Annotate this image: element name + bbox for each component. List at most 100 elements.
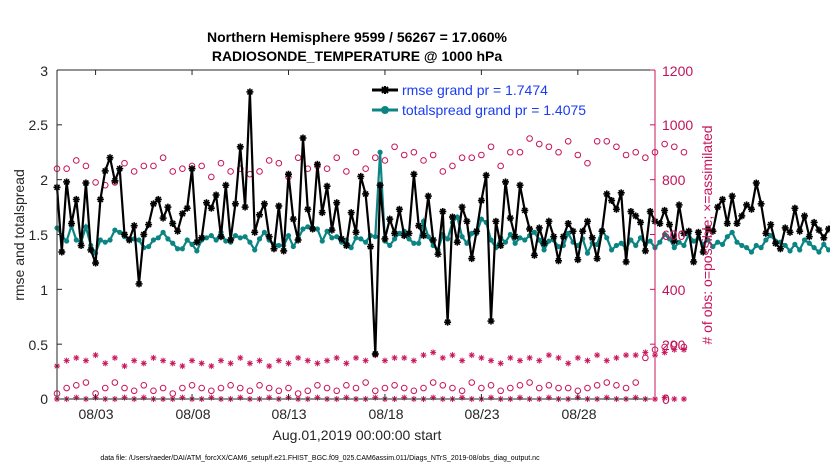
totalspread-point xyxy=(160,229,166,235)
totalspread-point xyxy=(671,245,677,251)
totalspread-point xyxy=(584,250,591,256)
rmse-point xyxy=(145,221,153,229)
rmse-point xyxy=(58,248,66,256)
possible-obs-marker xyxy=(371,387,379,395)
rmse-point xyxy=(183,204,191,212)
totalspread-point xyxy=(531,229,538,235)
possible-obs-marker xyxy=(285,384,292,392)
rmse-point xyxy=(608,197,616,204)
totalspread-point xyxy=(502,239,509,245)
assimilated-obs-marker xyxy=(401,354,408,361)
possible-obs-marker xyxy=(420,384,427,392)
rmse-point xyxy=(256,211,263,219)
rmse-point xyxy=(516,181,524,189)
totalspread-point xyxy=(555,243,562,250)
rmse-point xyxy=(150,200,157,208)
assimilated-obs-marker xyxy=(275,357,282,364)
possible-obs-marker xyxy=(179,384,186,392)
rmse-point xyxy=(757,200,765,208)
totalspread-point xyxy=(604,235,610,241)
totalspread-point xyxy=(459,234,465,240)
rmse-point xyxy=(439,208,447,215)
possible-obs-marker xyxy=(507,148,514,156)
y-left-tick-label: 2.5 xyxy=(29,117,49,133)
y-right-tick-label: 200 xyxy=(662,337,686,353)
rmse-point xyxy=(468,255,476,263)
rmse-point xyxy=(752,179,760,187)
rmse-point xyxy=(733,220,741,227)
totalspread-point xyxy=(411,240,417,246)
possible-obs-marker xyxy=(294,154,302,162)
totalspread-point xyxy=(797,247,803,253)
x-axis-label: Aug.01,2019 00:00:00 start xyxy=(273,427,442,443)
assimilated-obs-marker xyxy=(73,354,80,361)
totalspread-point xyxy=(232,232,239,239)
totalspread-point xyxy=(758,245,764,251)
rmse-point xyxy=(391,229,399,237)
legend-rmse-marker xyxy=(381,86,389,94)
totalspread-point xyxy=(633,242,639,249)
totalspread-point xyxy=(507,231,513,238)
totalspread-point xyxy=(305,224,311,230)
rmse-point xyxy=(550,233,558,241)
possible-obs-marker xyxy=(304,387,312,395)
rmse-point xyxy=(719,195,726,203)
rmse-point xyxy=(738,212,746,220)
x-tick-label: 08/28 xyxy=(561,406,596,422)
possible-obs-marker xyxy=(391,143,398,151)
assimilated-obs-marker xyxy=(208,363,215,370)
rmse-point xyxy=(193,238,201,246)
totalspread-point xyxy=(396,230,403,237)
assimilated-obs-marker xyxy=(488,357,495,364)
totalspread-point xyxy=(247,239,253,245)
possible-obs-marker xyxy=(487,143,495,151)
assimilated-obs-marker xyxy=(102,360,109,367)
totalspread-point xyxy=(348,245,354,251)
assimilated-obs-marker xyxy=(179,363,186,370)
rmse-point xyxy=(463,217,471,225)
possible-obs-marker xyxy=(236,384,244,392)
totalspread-point xyxy=(189,241,195,247)
rmse-point xyxy=(169,220,177,227)
rmse-point xyxy=(791,204,799,212)
possible-obs-marker xyxy=(622,151,630,159)
rmse-point xyxy=(492,217,500,225)
assimilated-obs-marker xyxy=(584,357,591,364)
rmse-point xyxy=(101,167,109,175)
rmse-point xyxy=(709,227,717,235)
possible-obs-marker xyxy=(159,154,167,162)
y-left-tick-label: 1 xyxy=(40,282,48,298)
rmse-point xyxy=(685,227,693,235)
totalspread-point xyxy=(618,240,624,246)
possible-obs-marker xyxy=(208,173,215,181)
totalspread-point xyxy=(64,238,70,244)
rmse-point xyxy=(140,231,148,238)
assimilated-obs-marker xyxy=(632,352,639,359)
possible-obs-marker xyxy=(362,165,369,172)
totalspread-point xyxy=(213,237,219,243)
x-tick-labels: 08/03 08/08 08/13 08/18 08/23 08/28 xyxy=(78,406,596,422)
left-tick-labels: 0 0.5 1 1.5 2 2.5 3 xyxy=(29,63,49,407)
possible-obs-marker xyxy=(140,381,148,389)
totalspread-point xyxy=(83,224,89,230)
legend-rmse-label: rmse grand pr = 1.7474 xyxy=(402,82,548,98)
totalspread-point xyxy=(768,232,774,239)
rmse-point xyxy=(82,179,90,187)
assimilated-obs-marker xyxy=(420,352,427,359)
totalspread-point xyxy=(300,226,306,232)
rmse-point xyxy=(174,227,182,235)
rmse-point xyxy=(617,189,625,197)
assimilated-obs-marker xyxy=(603,357,610,364)
totalspread-point xyxy=(811,245,817,251)
rmse-point xyxy=(641,247,649,255)
totalspread-point xyxy=(522,237,528,243)
rmse-point xyxy=(603,190,611,198)
totalspread-point xyxy=(208,232,214,239)
possible-obs-marker xyxy=(323,384,331,392)
possible-obs-marker xyxy=(449,162,456,170)
possible-obs-marker xyxy=(391,381,398,389)
rmse-point xyxy=(285,170,292,178)
rmse-point xyxy=(762,229,770,237)
possible-obs-marker xyxy=(545,381,553,389)
